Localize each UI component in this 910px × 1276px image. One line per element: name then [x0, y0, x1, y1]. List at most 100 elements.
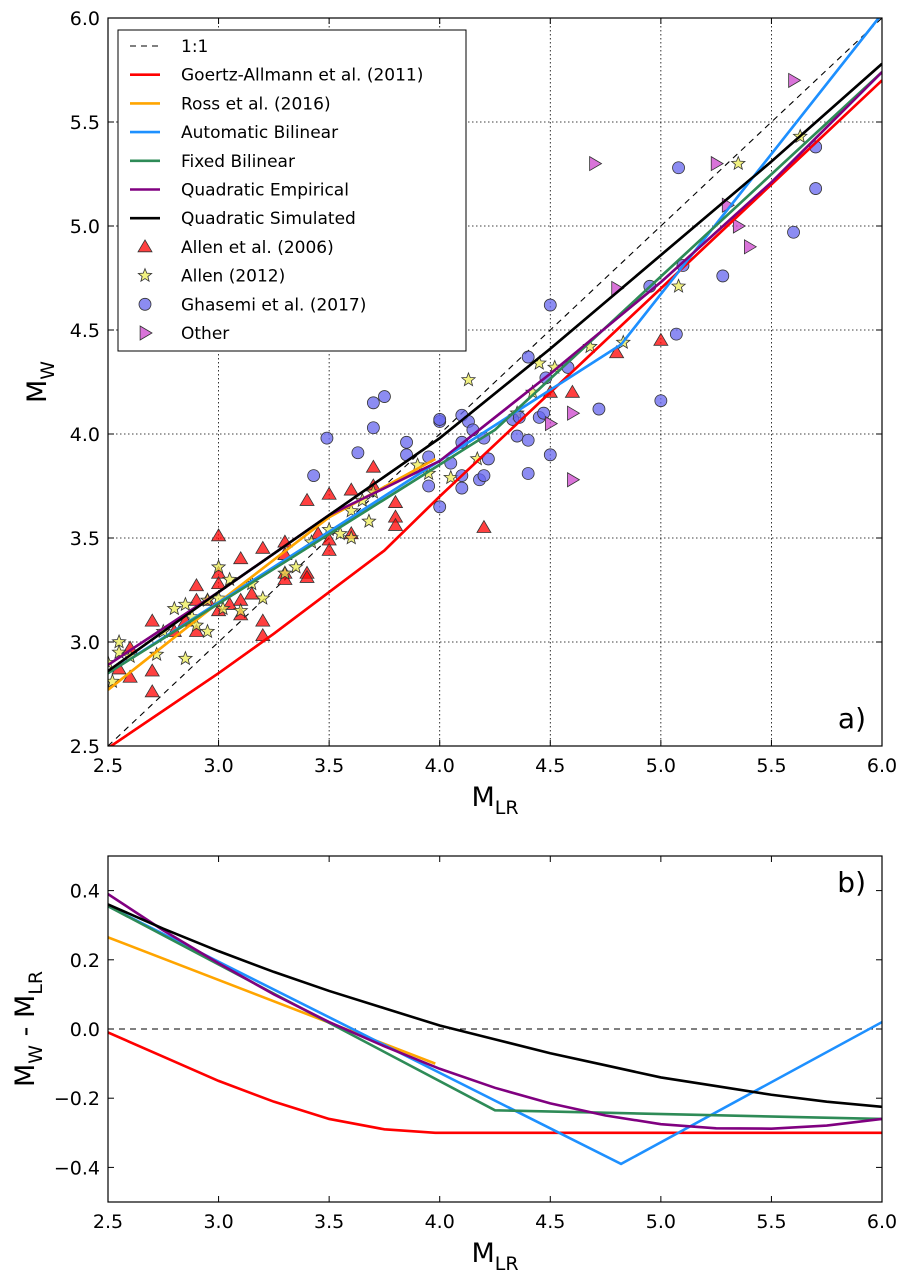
point-allen-2012 — [670, 278, 687, 293]
point-ghasemi-et-al-2017 — [543, 448, 557, 462]
legend-marker — [137, 267, 153, 283]
point-allen-2012 — [210, 559, 227, 574]
x-tick-label: 4.0 — [425, 1211, 455, 1233]
point-ghasemi-et-al-2017 — [716, 269, 730, 283]
point-allen-2012 — [343, 529, 359, 545]
point-ghasemi-et-al-2017 — [477, 469, 491, 483]
y-tick-label: 4.5 — [70, 320, 100, 342]
point-ghasemi-et-al-2017 — [351, 446, 365, 460]
point-allen-et-al-2006 — [255, 540, 271, 554]
point-allen-et-al-2006 — [144, 684, 160, 698]
point-other — [710, 155, 724, 172]
x-axis-label: MLR — [471, 1238, 518, 1275]
point-allen-2012 — [166, 600, 183, 616]
point-allen-2012 — [277, 565, 293, 580]
point-other — [567, 405, 581, 421]
point-ghasemi-et-al-2017 — [400, 435, 413, 449]
point-allen-et-al-2006 — [299, 569, 315, 583]
point-allen-et-al-2006 — [321, 542, 337, 556]
legend-label: Allen et al. (2006) — [181, 238, 334, 258]
ticks: 2.5 3.0 3.5 4.0 4.5 5.0 5.5 6.0 −0.4 −0.2 0.0 0.2 0.… — [54, 856, 897, 1233]
point-ghasemi-et-al-2017 — [592, 402, 606, 416]
point-other — [567, 472, 581, 488]
point-ghasemi-et-al-2017 — [510, 429, 524, 443]
point-ghasemi-et-al-2017 — [654, 394, 668, 408]
point-allen-et-al-2006 — [476, 519, 492, 533]
point-ghasemi-et-al-2017 — [481, 452, 495, 466]
point-ghasemi-et-al-2017 — [537, 406, 551, 420]
point-allen-2012 — [460, 371, 477, 387]
legend-label: Quadratic Empirical — [181, 181, 349, 201]
scatter-allen-2012 — [108, 128, 808, 689]
legend-label: Ross et al. (2016) — [181, 94, 331, 114]
panel-label: a) — [838, 702, 866, 735]
point-ghasemi-et-al-2017 — [672, 161, 685, 175]
series-line-automatic-bilinear — [108, 905, 882, 1166]
data-layer — [108, 18, 882, 746]
point-other — [788, 72, 802, 89]
point-other — [589, 155, 603, 172]
point-allen-et-al-2006 — [608, 345, 625, 359]
point-allen-et-al-2006 — [365, 459, 382, 473]
point-allen-et-al-2006 — [564, 384, 581, 398]
x-tick-label: 3.0 — [203, 755, 233, 777]
legend-entry-other: Other — [139, 324, 229, 344]
y-tick-label: 6.0 — [70, 8, 100, 30]
legend-entry-allen-2012: Allen (2012) — [137, 267, 285, 287]
legend-box — [117, 29, 467, 352]
x-tick-label: 3.5 — [314, 1211, 344, 1233]
point-allen-et-al-2006 — [144, 613, 160, 627]
point-allen-et-al-2006 — [343, 482, 359, 496]
y-tick-label: 0.2 — [70, 950, 100, 972]
legend-entry-quadratic-simulated: Quadratic Simulated — [130, 209, 356, 229]
legend-label: Automatic Bilinear — [181, 123, 338, 143]
point-ghasemi-et-al-2017 — [378, 390, 391, 403]
legend-label: Fixed Bilinear — [181, 152, 295, 172]
point-ghasemi-et-al-2017 — [787, 225, 800, 239]
panel-b: 2.5 3.0 3.5 4.0 4.5 5.0 5.5 6.0 −0.4 −0.2 0.0 0.2 0.… — [10, 855, 897, 1275]
legend-label: Ghasemi et al. (2017) — [181, 295, 366, 315]
legend-label: 1:1 — [181, 37, 208, 57]
point-ghasemi-et-al-2017 — [422, 479, 436, 493]
legend-entry-automatic-bilinear: Automatic Bilinear — [130, 123, 338, 143]
point-ghasemi-et-al-2017 — [366, 421, 380, 435]
point-allen-et-al-2006 — [387, 494, 404, 508]
y-tick-label: −0.2 — [54, 1088, 100, 1110]
point-allen-2012 — [361, 513, 377, 528]
y-tick-label: 0.0 — [70, 1019, 100, 1041]
x-tick-label: 4.5 — [535, 1211, 565, 1233]
x-tick-label: 6.0 — [867, 1211, 897, 1233]
point-allen-2012 — [255, 590, 271, 605]
x-tick-label: 2.5 — [93, 755, 123, 777]
x-axis-label: MLR — [471, 782, 518, 819]
series-line-overlay-quadratic-simulated — [108, 62, 882, 673]
series-line-overlay-automatic-bilinear — [108, 18, 881, 675]
series-line-goertz-allmann-et-al-2011 — [108, 1031, 882, 1135]
x-tick-label: 5.5 — [756, 755, 786, 777]
series-line-overlay-fixed-bilinear — [108, 71, 882, 675]
point-allen-et-al-2006 — [653, 332, 669, 346]
point-allen-2012 — [177, 650, 194, 666]
point-other — [544, 415, 559, 432]
point-allen-2012 — [177, 596, 194, 612]
data-layer — [108, 892, 882, 1166]
point-ghasemi-et-al-2017 — [809, 182, 823, 195]
x-tick-label: 5.5 — [756, 1211, 786, 1233]
point-ghasemi-et-al-2017 — [455, 481, 469, 495]
legend-entry-ross-et-al-2016: Ross et al. (2016) — [130, 94, 331, 114]
x-tick-label: 4.0 — [425, 755, 455, 777]
point-allen-2012 — [215, 600, 231, 616]
point-allen-et-al-2006 — [244, 586, 260, 600]
legend-entry-fixed-bilinear: Fixed Bilinear — [130, 152, 295, 172]
point-allen-2012 — [111, 644, 127, 659]
x-tick-label: 5.0 — [646, 755, 676, 777]
point-allen-et-al-2006 — [188, 578, 205, 592]
legend-marker — [137, 239, 153, 253]
legend: 1:1 Goertz-Allmann et al. (2011) Ross et a… — [117, 29, 467, 352]
point-allen-et-al-2006 — [210, 528, 227, 542]
point-allen-et-al-2006 — [232, 551, 249, 565]
point-allen-et-al-2006 — [387, 517, 404, 531]
legend-label: Other — [181, 324, 229, 344]
legend-label: Allen (2012) — [181, 267, 285, 287]
point-ghasemi-et-al-2017 — [543, 298, 557, 312]
